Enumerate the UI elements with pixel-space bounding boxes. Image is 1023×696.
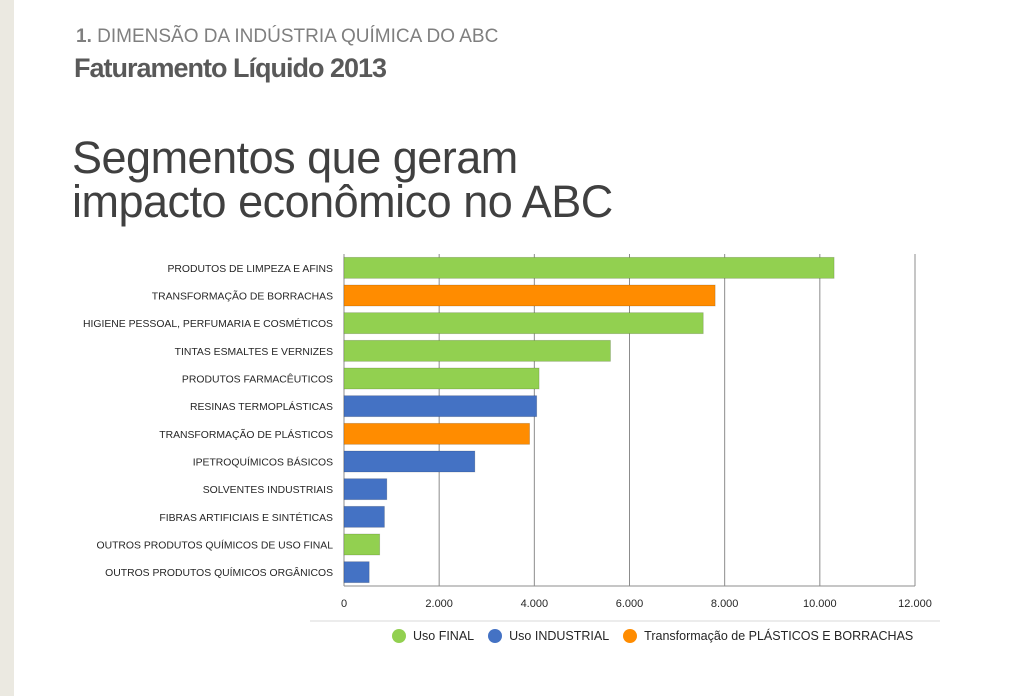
x-tick-label: 4.000: [521, 598, 549, 610]
category-label: TRANSFORMAÇÃO DE BORRACHAS: [152, 290, 333, 303]
bar: [343, 284, 716, 307]
page-subtitle: Faturamento Líquido 2013: [74, 53, 387, 83]
legend-label: Uso FINAL: [413, 629, 475, 643]
category-label: OUTROS PRODUTOS QUÍMICOS ORGÂNICOS: [105, 566, 333, 579]
bar: [343, 450, 476, 473]
bar: [343, 478, 388, 501]
legend-label: Transformação de PLÁSTICOS E BORRACHAS: [644, 629, 914, 643]
x-tick-label: 12.000: [898, 598, 932, 610]
section-kicker: 1. DIMENSÃO DA INDÚSTRIA QUÍMICA DO ABC: [76, 26, 498, 48]
legend-item: Uso FINAL: [392, 629, 474, 643]
legend-label: Uso INDUSTRIAL: [509, 629, 610, 643]
x-tick-label: 6.000: [616, 598, 644, 610]
legend-swatch: [488, 629, 503, 643]
bar: [343, 533, 381, 556]
bar: [343, 561, 370, 584]
chart-legend: Uso FINAL Uso INDUSTRIAL Transformação de …: [392, 629, 927, 643]
bar: [343, 367, 540, 390]
page-title-line-2: impacto econômico no ABC: [72, 176, 613, 227]
bar: [343, 256, 835, 279]
section-number: 1.: [76, 26, 92, 47]
bar: [343, 339, 611, 362]
category-label: RESINAS TERMOPLÁSTICAS: [190, 400, 333, 413]
category-label: IPETROQUÍMICOS BÁSICOS: [193, 456, 333, 469]
section-label: DIMENSÃO DA INDÚSTRIA QUÍMICA DO ABC: [97, 26, 499, 47]
category-label: PRODUTOS DE LIMPEZA E AFINS: [167, 264, 333, 275]
x-tick-label: 8.000: [711, 598, 739, 610]
x-tick-label: 0: [341, 598, 347, 610]
legend-item: Transformação de PLÁSTICOS E BORRACHAS: [623, 629, 913, 643]
bar: [343, 422, 530, 445]
category-label: OUTROS PRODUTOS QUÍMICOS DE USO FINAL: [96, 539, 333, 552]
x-tick-label: 2.000: [425, 598, 453, 610]
category-label: SOLVENTES INDUSTRIAIS: [203, 485, 333, 496]
bar: [343, 395, 538, 418]
category-label: TINTAS ESMALTES E VERNIZES: [175, 347, 333, 358]
category-label: TRANSFORMAÇÃO DE PLÁSTICOS: [159, 428, 333, 441]
bar: [343, 505, 385, 528]
page-title-line-1: Segmentos que geram: [72, 132, 518, 183]
legend-item: Uso INDUSTRIAL: [488, 629, 609, 643]
page-title: Segmentos que geram impacto econômico no…: [72, 132, 613, 227]
bar: [343, 312, 704, 335]
legend-swatch: [392, 629, 406, 643]
legend-swatch: [623, 629, 638, 643]
left-decorative-strip: [0, 0, 14, 696]
category-label: PRODUTOS FARMACÊUTICOS: [182, 373, 333, 386]
category-label: HIGIENE PESSOAL, PERFUMARIA E COSMÉTICOS: [83, 317, 333, 330]
x-tick-label: 10.000: [803, 598, 837, 610]
category-label: FIBRAS ARTIFICIAIS E SINTÉTICAS: [159, 511, 333, 524]
